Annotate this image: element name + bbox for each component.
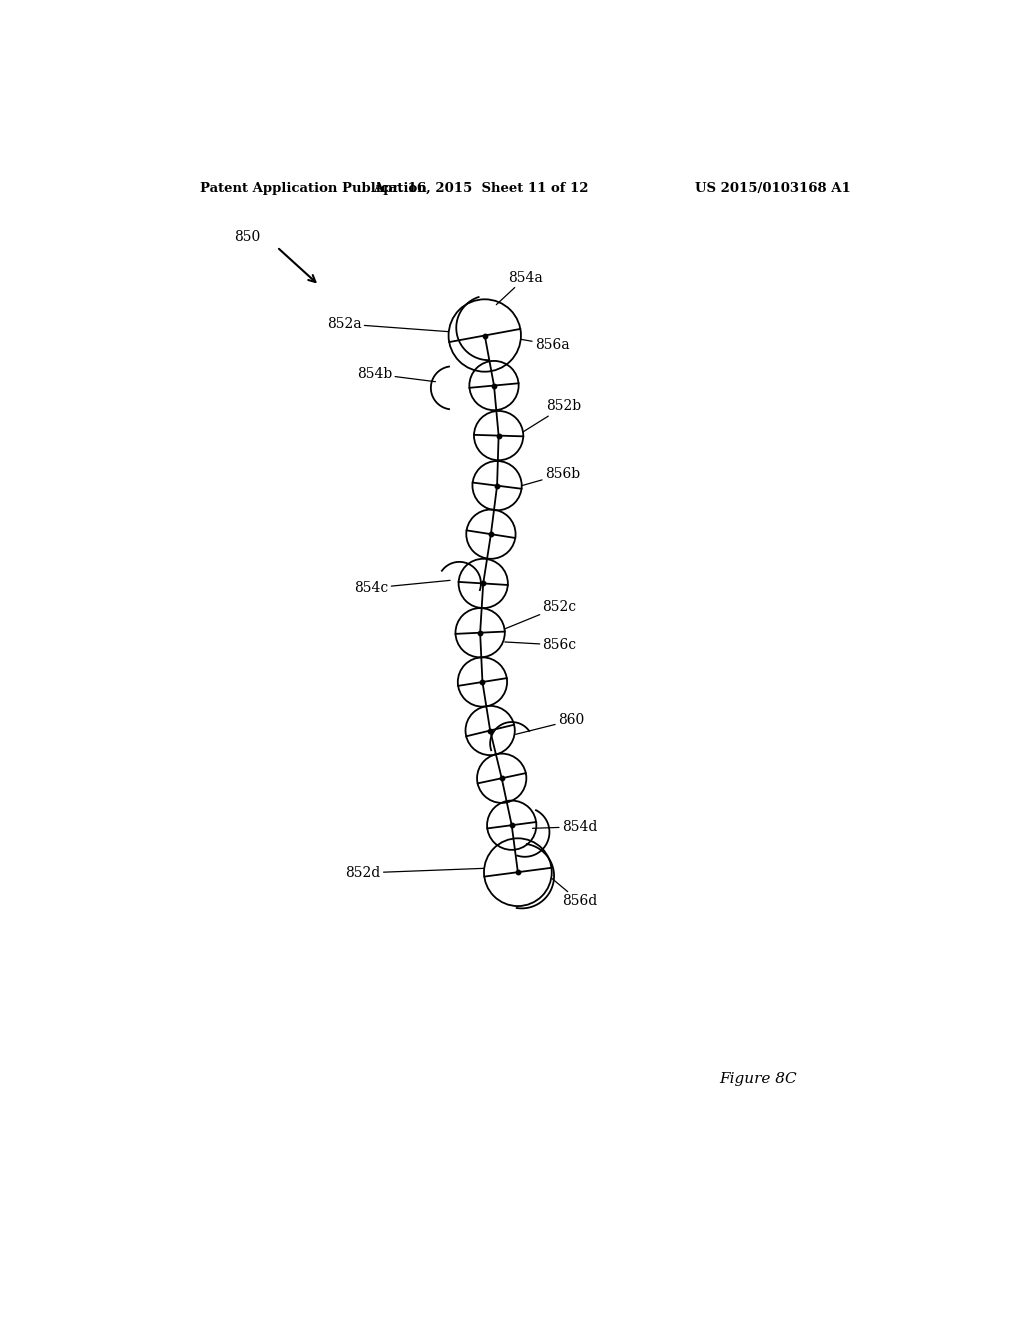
- Text: 852a: 852a: [327, 317, 449, 331]
- Text: US 2015/0103168 A1: US 2015/0103168 A1: [694, 182, 851, 194]
- Text: 852b: 852b: [523, 400, 582, 432]
- Text: 854c: 854c: [354, 581, 451, 595]
- Text: 860: 860: [515, 714, 584, 734]
- Text: 856a: 856a: [521, 338, 569, 351]
- Text: 852c: 852c: [505, 599, 577, 628]
- Text: 854a: 854a: [497, 271, 543, 305]
- Text: 854b: 854b: [357, 367, 435, 381]
- Text: 850: 850: [234, 230, 261, 244]
- Text: Figure 8C: Figure 8C: [720, 1072, 798, 1086]
- Text: Patent Application Publication: Patent Application Publication: [200, 182, 427, 194]
- Text: 856c: 856c: [505, 638, 577, 652]
- Text: 856d: 856d: [552, 878, 597, 908]
- Text: 854d: 854d: [532, 820, 597, 834]
- Text: 852d: 852d: [345, 866, 484, 880]
- Text: Apr. 16, 2015  Sheet 11 of 12: Apr. 16, 2015 Sheet 11 of 12: [373, 182, 589, 194]
- Text: 856b: 856b: [521, 467, 580, 486]
